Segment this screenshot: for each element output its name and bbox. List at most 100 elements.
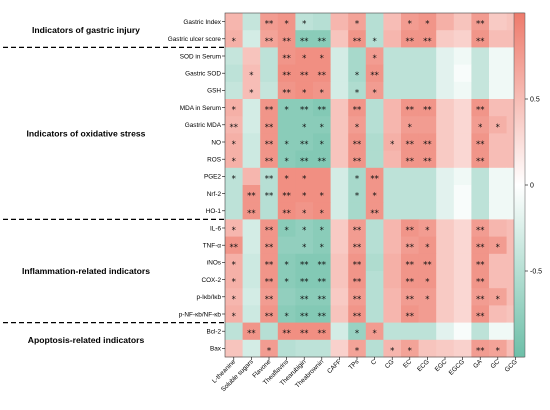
- heatmap-cell: [489, 167, 507, 186]
- heatmap-cell: [313, 219, 331, 237]
- heatmap-cell: [418, 116, 437, 134]
- heatmap-cell: [295, 236, 314, 255]
- heatmap-cell: [277, 99, 296, 117]
- heatmap-cell: [418, 64, 437, 83]
- heatmap-cell: [401, 47, 419, 65]
- heatmap-cell: [313, 339, 331, 358]
- heatmap-cell: [418, 322, 437, 341]
- row-label: Gastric MDA: [185, 122, 222, 129]
- heatmap-cell: [295, 30, 314, 48]
- heatmap-cell: [242, 305, 261, 323]
- significance-star: **: [247, 192, 256, 202]
- significance-star: *: [284, 312, 288, 322]
- row-label: COX-2: [201, 277, 221, 284]
- significance-star: **: [406, 312, 415, 322]
- significance-star: *: [232, 278, 236, 288]
- heatmap-cell: [383, 185, 402, 203]
- significance-star: **: [476, 106, 485, 116]
- heatmap-cell: [330, 288, 349, 306]
- row-label: p-Iκb/Iκb: [196, 294, 221, 301]
- significance-star: **: [300, 295, 309, 305]
- significance-star: **: [300, 140, 309, 150]
- heatmap-cell: [383, 236, 402, 255]
- row-label: NO: [211, 139, 221, 146]
- heatmap-cell: [365, 167, 384, 186]
- heatmap-cell: [313, 167, 331, 186]
- heatmap-cell: [471, 99, 490, 117]
- significance-star: **: [265, 157, 274, 167]
- heatmap-cell: [471, 202, 490, 220]
- heatmap-cell: [277, 133, 296, 151]
- heatmap-cell: [277, 30, 296, 48]
- heatmap-cell: [418, 185, 437, 203]
- heatmap-cell: [225, 167, 243, 186]
- significance-star: *: [478, 123, 482, 133]
- heatmap-cell: [225, 99, 243, 117]
- heatmap-cell: [330, 99, 349, 117]
- significance-star: *: [320, 88, 324, 98]
- row-label: ROS: [207, 157, 221, 164]
- significance-star: *: [284, 174, 288, 184]
- heatmap-cell: [225, 288, 243, 306]
- heatmap-cell: [401, 219, 419, 237]
- heatmap-cell: [453, 339, 472, 358]
- heatmap-cell: [295, 81, 314, 100]
- heatmap-cell: [242, 13, 261, 31]
- significance-star: *: [302, 226, 306, 236]
- significance-star: **: [318, 106, 327, 116]
- significance-star: *: [232, 140, 236, 150]
- heatmap-cell: [471, 116, 490, 134]
- heatmap-cell: [453, 30, 472, 48]
- heatmap-cell: [453, 236, 472, 255]
- heatmap-cell: [418, 305, 437, 323]
- significance-star: *: [302, 209, 306, 219]
- heatmap-cell: [365, 288, 384, 306]
- heatmap-cell: [436, 322, 455, 341]
- color-bar-gradient: [513, 12, 526, 358]
- row-label: TNF-α: [203, 243, 222, 250]
- heatmap-cell: [260, 219, 279, 237]
- significance-star: **: [230, 123, 239, 133]
- heatmap-cell: [471, 253, 490, 272]
- heatmap-cell: [383, 116, 402, 134]
- heatmap-cell: [348, 64, 367, 83]
- heatmap-cell: [330, 219, 349, 237]
- heatmap-cell: [471, 322, 490, 341]
- heatmap-cell: [365, 64, 384, 83]
- column-label: CG: [384, 358, 396, 370]
- significance-star: *: [302, 88, 306, 98]
- significance-star: **: [318, 71, 327, 81]
- heatmap-cell: [471, 288, 490, 306]
- heatmap-cell: [225, 236, 243, 255]
- heatmap-cell: [260, 339, 279, 358]
- heatmap-cell: [453, 133, 472, 151]
- significance-star: *: [232, 106, 236, 116]
- heatmap-cell: [453, 185, 472, 203]
- significance-star: **: [265, 312, 274, 322]
- heatmap-cell: [418, 339, 437, 358]
- heatmap-cell: [489, 305, 507, 323]
- significance-star: *: [232, 312, 236, 322]
- column-label: Soluble sugars: [220, 358, 255, 393]
- significance-star: *: [302, 54, 306, 64]
- heatmap-cell: [348, 167, 367, 186]
- row-label: Nrf-2: [207, 191, 222, 198]
- heatmap-cell: [401, 339, 419, 358]
- heatmap-cell: [365, 339, 384, 358]
- group-label: Apoptosis-related indicators: [28, 335, 145, 345]
- heatmap-cell: [436, 271, 455, 289]
- heatmap-cell: [225, 30, 243, 48]
- significance-star: **: [282, 329, 291, 339]
- row-label: Bcl-2: [206, 329, 221, 336]
- significance-star: *: [355, 346, 359, 356]
- heatmap-cell: [313, 64, 331, 83]
- heatmap-cell: [225, 305, 243, 323]
- row-label: HO-1: [206, 208, 222, 215]
- row-labels: Gastric Index Gastric ulcer score SOD in S…: [168, 19, 225, 353]
- significance-star: **: [353, 260, 362, 270]
- significance-star: **: [353, 157, 362, 167]
- heatmap-cell: [401, 64, 419, 83]
- heatmap-cell: [348, 202, 367, 220]
- significance-star: *: [372, 88, 376, 98]
- heatmap-cell: [295, 339, 314, 358]
